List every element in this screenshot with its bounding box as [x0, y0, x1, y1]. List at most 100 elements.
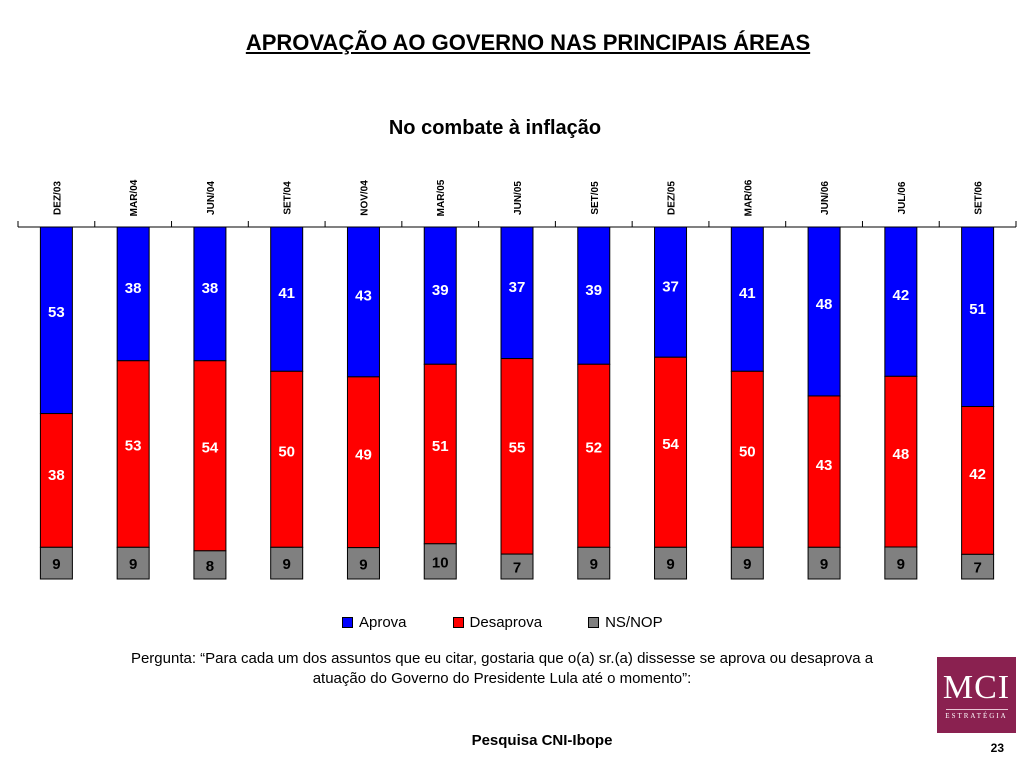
data-label-desaprova-dez-03: 38: [48, 467, 65, 484]
bar-aprova-jun-05: [500, 226, 534, 360]
bar-aprova-nov-04: [346, 226, 380, 378]
bar-ns-nop-jun-04: [193, 550, 227, 580]
data-label-ns-nop-jun-05: 7: [513, 560, 521, 577]
data-label-aprova-mar-06: 41: [739, 285, 756, 302]
bar-desaprova-dez-03: [39, 413, 73, 548]
logo-subtext: ESTRATÉGIA: [945, 712, 1008, 720]
bar-desaprova-mar-04: [116, 360, 150, 548]
legend-swatch-desaprova: [452, 617, 464, 628]
bar-ns-nop-set-06: [961, 553, 995, 580]
data-label-ns-nop-mar-06: 9: [743, 556, 751, 573]
data-label-desaprova-jun-05: 55: [509, 440, 526, 457]
category-label-mar-06: MAR/06: [743, 179, 754, 216]
data-label-aprova-jun-04: 38: [202, 280, 219, 297]
data-label-ns-nop-nov-04: 9: [359, 556, 367, 573]
survey-question: Pergunta: “Para cada um dos assuntos que…: [130, 650, 874, 687]
data-label-desaprova-mar-06: 50: [739, 444, 756, 461]
page-number: 23: [990, 741, 1004, 755]
data-label-aprova-nov-04: 43: [355, 287, 372, 304]
data-label-ns-nop-set-04: 9: [283, 556, 291, 573]
category-label-dez-03: DEZ/03: [52, 181, 63, 215]
category-label-jun-05: JUN/05: [513, 181, 524, 215]
bar-aprova-dez-05: [654, 226, 688, 358]
bar-desaprova-dez-05: [654, 356, 688, 548]
data-label-aprova-set-06: 51: [969, 301, 986, 318]
source-note: Pesquisa CNI-Ibope: [471, 732, 613, 749]
bar-ns-nop-set-05: [577, 546, 611, 580]
bar-ns-nop-mar-05: [423, 543, 457, 580]
bar-aprova-mar-04: [116, 226, 150, 362]
data-label-ns-nop-jun-04: 8: [206, 558, 214, 575]
data-label-desaprova-jul-06: 48: [893, 446, 910, 463]
legend-label-desaprova: Desaprova: [469, 614, 543, 631]
data-label-aprova-set-05: 39: [585, 282, 602, 299]
bar-desaprova-nov-04: [346, 376, 380, 549]
bar-ns-nop-mar-06: [730, 546, 764, 580]
bar-aprova-set-05: [577, 226, 611, 365]
data-label-desaprova-dez-05: 54: [662, 436, 679, 453]
data-label-desaprova-set-06: 42: [969, 466, 986, 483]
category-label-jun-04: JUN/04: [206, 181, 217, 215]
data-label-desaprova-nov-04: 49: [355, 447, 372, 464]
data-label-aprova-set-04: 41: [278, 285, 295, 302]
legend-label-nsnop: NS/NOP: [605, 614, 663, 631]
bar-desaprova-jun-04: [193, 360, 227, 552]
bar-aprova-dez-03: [39, 226, 73, 415]
data-label-aprova-dez-05: 37: [662, 279, 679, 296]
bar-desaprova-jul-06: [884, 375, 918, 548]
bar-aprova-jul-06: [884, 226, 918, 377]
data-label-desaprova-set-04: 50: [278, 444, 295, 461]
category-label-nov-04: NOV/04: [359, 180, 370, 216]
legend-item-desaprova: Desaprova: [452, 614, 543, 631]
data-label-ns-nop-set-06: 7: [973, 560, 981, 577]
bar-ns-nop-jun-05: [500, 553, 534, 580]
legend-item-nsnop: NS/NOP: [588, 614, 663, 631]
data-label-aprova-jul-06: 42: [893, 287, 910, 304]
bar-desaprova-set-04: [270, 370, 304, 548]
data-label-ns-nop-mar-04: 9: [129, 556, 137, 573]
category-label-set-06: SET/06: [974, 181, 985, 215]
data-label-aprova-mar-04: 38: [125, 280, 142, 297]
bar-ns-nop-dez-05: [654, 546, 688, 580]
bar-desaprova-jun-05: [500, 358, 534, 555]
bar-ns-nop-jun-06: [807, 546, 841, 580]
category-label-dez-05: DEZ/05: [667, 181, 678, 215]
data-label-desaprova-jun-04: 54: [202, 439, 219, 456]
data-label-ns-nop-set-05: 9: [590, 556, 598, 573]
data-label-ns-nop-jul-06: 9: [897, 556, 905, 573]
category-label-mar-05: MAR/05: [436, 179, 447, 216]
bar-ns-nop-nov-04: [346, 547, 380, 580]
category-label-jul-06: JUL/06: [897, 181, 908, 214]
data-label-aprova-dez-03: 53: [48, 304, 65, 321]
stacked-bar-chart: DEZ/03 53 38 9 MAR/04 38 53 9 JUN/04 38 54 8 SET/04 4…: [17, 179, 1017, 580]
data-label-aprova-jun-06: 48: [816, 296, 833, 313]
data-label-desaprova-set-05: 52: [585, 440, 602, 457]
legend-swatch-nsnop: [588, 617, 600, 628]
legend-swatch-aprova: [342, 617, 353, 628]
page-title: APROVAÇÃO AO GOVERNO NAS PRINCIPAIS ÁREA…: [245, 30, 811, 55]
bar-aprova-mar-05: [423, 226, 457, 365]
bar-aprova-set-04: [270, 226, 304, 372]
data-label-desaprova-mar-04: 53: [125, 438, 142, 455]
data-label-desaprova-jun-06: 43: [816, 457, 833, 474]
bar-aprova-jun-04: [193, 226, 227, 362]
data-label-ns-nop-mar-05: 10: [432, 554, 449, 571]
bar-ns-nop-set-04: [270, 546, 304, 580]
bar-ns-nop-jul-06: [884, 546, 918, 580]
bar-ns-nop-dez-03: [39, 546, 73, 580]
data-label-aprova-jun-05: 37: [509, 279, 526, 296]
logo-text: MCI: [942, 669, 1011, 706]
data-label-desaprova-mar-05: 51: [432, 438, 449, 455]
chart-title: No combate à inflação: [388, 117, 602, 139]
category-label-set-04: SET/04: [283, 181, 294, 215]
category-label-jun-06: JUN/06: [820, 181, 831, 215]
chart-legend: Aprova Desaprova NS/NOP: [342, 614, 709, 631]
data-label-ns-nop-dez-05: 9: [666, 556, 674, 573]
category-label-mar-04: MAR/04: [129, 179, 140, 216]
data-label-aprova-mar-05: 39: [432, 282, 449, 299]
bar-desaprova-mar-05: [423, 363, 457, 545]
bar-aprova-jun-06: [807, 226, 841, 397]
data-label-ns-nop-dez-03: 9: [52, 556, 60, 573]
legend-item-aprova: Aprova: [342, 614, 407, 631]
legend-label-aprova: Aprova: [359, 614, 407, 631]
